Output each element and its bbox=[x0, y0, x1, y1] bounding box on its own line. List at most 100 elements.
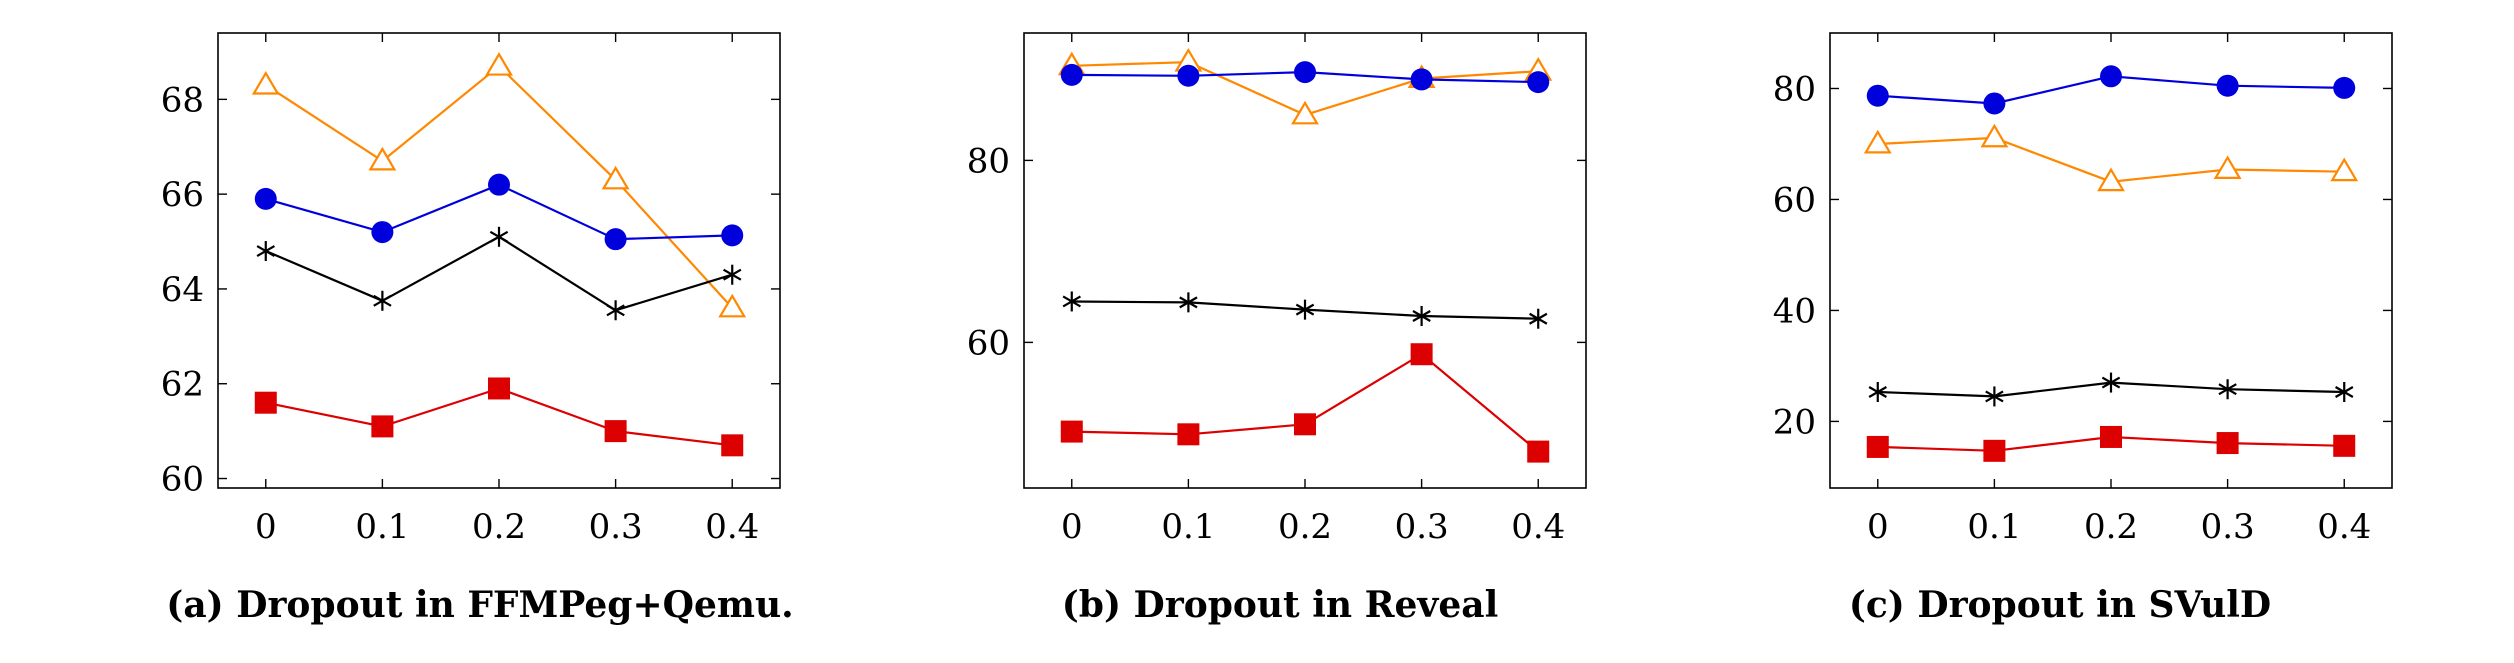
point-marker-star bbox=[1868, 382, 1887, 403]
point-marker-square bbox=[371, 415, 394, 438]
star-stroke bbox=[2218, 383, 2237, 396]
star-stroke bbox=[606, 304, 625, 317]
point-marker-circle bbox=[371, 221, 394, 244]
point-marker-triangle bbox=[1291, 100, 1319, 125]
point-marker-circle bbox=[488, 173, 510, 196]
caption-b: (b) Dropout in Reveal bbox=[1061, 584, 1499, 626]
star-stroke bbox=[256, 245, 275, 257]
point-marker-square bbox=[2333, 434, 2356, 457]
point-marker-circle bbox=[1983, 92, 2006, 115]
x-tick-label: 0.1 bbox=[355, 507, 409, 547]
point-marker-circle bbox=[604, 228, 627, 251]
y-tick-label: 62 bbox=[161, 365, 204, 405]
point-marker-star bbox=[1179, 292, 1198, 313]
x-tick-label: 0 bbox=[1867, 507, 1889, 547]
x-tick-label: 0.3 bbox=[2201, 507, 2255, 547]
x-tick-label: 0.2 bbox=[1278, 507, 1332, 547]
point-marker-circle bbox=[1866, 84, 1889, 107]
point-marker-circle bbox=[721, 224, 744, 247]
caption-a: (a) Dropout in FFMPeg+Qemu. bbox=[166, 584, 794, 626]
point-marker-triangle bbox=[368, 146, 397, 171]
x-tick-label: 0 bbox=[255, 507, 277, 547]
star-stroke bbox=[489, 230, 509, 243]
caption-c: (c) Dropout in SVulD bbox=[1848, 584, 2272, 626]
point-marker-triangle bbox=[1980, 123, 2009, 148]
chart-panel-0: 0 0.1 0.2 0.3 0.4 60 62 64 66 68 bbox=[161, 32, 781, 547]
point-marker-triangle bbox=[718, 293, 747, 318]
point-marker-circle bbox=[1294, 61, 1316, 84]
star-stroke bbox=[373, 294, 392, 307]
point-marker-circle bbox=[1410, 68, 1433, 91]
point-marker-star bbox=[2218, 379, 2237, 400]
x-tick-label: 0.2 bbox=[2084, 507, 2138, 547]
point-marker-star bbox=[1295, 299, 1315, 320]
point-marker-star bbox=[1062, 291, 1081, 312]
point-marker-circle bbox=[1060, 63, 1083, 86]
y-tick-label: 80 bbox=[1773, 69, 1816, 109]
point-marker-triangle bbox=[2097, 167, 2125, 192]
y-tick-label: 40 bbox=[1773, 291, 1816, 331]
point-marker-star bbox=[256, 241, 275, 262]
chart-panel-2: 0 0.1 0.2 0.3 0.4 20 40 60 80 bbox=[1773, 32, 2393, 547]
point-marker-square bbox=[254, 391, 277, 414]
x-tick-label: 0.1 bbox=[1161, 507, 1215, 547]
y-tick-label: 64 bbox=[161, 270, 204, 310]
point-marker-circle bbox=[1527, 71, 1550, 94]
point-marker-triangle bbox=[2213, 155, 2242, 179]
point-marker-square bbox=[721, 434, 744, 457]
x-tick-label: 0.4 bbox=[1511, 507, 1565, 547]
point-marker-circle bbox=[2216, 74, 2239, 97]
y-tick-label: 20 bbox=[1773, 402, 1816, 442]
point-marker-triangle bbox=[2330, 157, 2359, 182]
point-marker-triangle bbox=[251, 70, 280, 95]
y-tick-label: 60 bbox=[967, 323, 1010, 363]
x-tick-label: 0.3 bbox=[589, 507, 643, 547]
y-tick-label: 80 bbox=[967, 141, 1010, 181]
point-marker-triangle bbox=[1863, 129, 1892, 154]
y-tick-label: 66 bbox=[161, 175, 204, 215]
plot-frame bbox=[1829, 32, 2393, 489]
point-marker-square bbox=[2100, 425, 2122, 448]
star-stroke bbox=[1985, 390, 2004, 403]
chart-panel-1: 0 0.1 0.2 0.3 0.4 60 80 bbox=[967, 32, 1587, 547]
x-tick-label: 0.4 bbox=[705, 507, 759, 547]
point-marker-square bbox=[1527, 440, 1550, 463]
point-marker-square bbox=[2216, 432, 2239, 455]
plot-frame bbox=[217, 32, 781, 489]
star-stroke bbox=[1295, 303, 1315, 316]
x-tick-label: 0.4 bbox=[2317, 507, 2371, 547]
x-tick-label: 0.2 bbox=[472, 507, 526, 547]
point-marker-square bbox=[1410, 343, 1433, 366]
y-tick-label: 68 bbox=[161, 80, 204, 120]
point-marker-star bbox=[1412, 306, 1431, 327]
point-marker-square bbox=[1983, 439, 2006, 462]
point-marker-star bbox=[606, 300, 625, 321]
star-stroke bbox=[723, 268, 742, 281]
point-marker-star bbox=[723, 264, 742, 285]
point-marker-square bbox=[604, 420, 627, 443]
y-tick-label: 60 bbox=[161, 460, 204, 500]
point-marker-square bbox=[1294, 413, 1316, 436]
point-marker-star bbox=[1529, 308, 1548, 329]
point-marker-triangle bbox=[601, 165, 630, 190]
point-marker-circle bbox=[1177, 64, 1200, 87]
point-marker-circle bbox=[2333, 76, 2356, 99]
star-stroke bbox=[1529, 312, 1548, 325]
point-marker-star bbox=[2335, 382, 2354, 403]
point-marker-square bbox=[1866, 435, 1889, 458]
point-marker-square bbox=[1177, 423, 1200, 446]
star-stroke bbox=[2101, 376, 2121, 389]
point-marker-star bbox=[373, 290, 392, 311]
point-marker-circle bbox=[254, 187, 277, 210]
x-tick-label: 0.1 bbox=[1967, 507, 2021, 547]
x-tick-label: 0.3 bbox=[1395, 507, 1449, 547]
point-marker-star bbox=[2101, 372, 2121, 393]
star-stroke bbox=[1062, 295, 1081, 308]
point-marker-square bbox=[1060, 420, 1083, 443]
series-line-square bbox=[1071, 352, 1539, 453]
point-marker-circle bbox=[2100, 65, 2122, 88]
x-tick-label: 0 bbox=[1061, 507, 1083, 547]
y-tick-label: 60 bbox=[1773, 180, 1816, 220]
point-marker-star bbox=[489, 226, 509, 247]
